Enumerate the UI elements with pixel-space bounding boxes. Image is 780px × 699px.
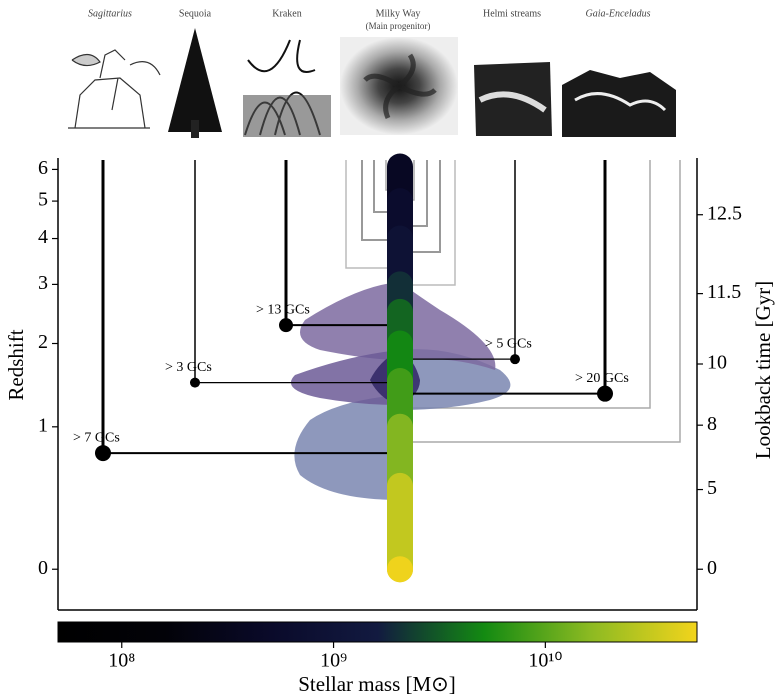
y-axis-label: Redshift xyxy=(4,329,28,400)
y-tick-label: 0 xyxy=(38,557,48,579)
image-subtitle: (Main progenitor) xyxy=(366,21,431,31)
merger-point xyxy=(510,354,520,364)
merger-point xyxy=(190,378,200,388)
plot-area: 0 1 2 3 4 5 6 0 5 8 10 11.5 12.5 > 7 GCs > 3 GCs > 13 G… xyxy=(38,157,742,582)
gaia-enceladus-illustration xyxy=(562,70,676,137)
gc-label: > 3 GCs xyxy=(165,360,212,375)
y-tick-label: 3 xyxy=(38,272,48,294)
y-tick-label: 1 xyxy=(38,414,48,436)
merger-point xyxy=(95,445,111,461)
x-tick-label: 10⁹ xyxy=(320,650,347,672)
illustrations xyxy=(68,28,676,138)
y2-tick-label: 11.5 xyxy=(707,281,741,303)
y-tick-label: 6 xyxy=(38,157,48,179)
y2-tick-label: 8 xyxy=(707,413,717,435)
image-title: Kraken xyxy=(272,8,301,19)
y-tick-label: 4 xyxy=(38,226,48,248)
gc-label: > 13 GCs xyxy=(256,302,310,317)
image-title: Milky Way xyxy=(376,8,421,19)
y2-tick-label: 12.5 xyxy=(707,202,742,224)
kraken-illustration xyxy=(243,40,331,137)
y2-tick-label: 5 xyxy=(707,477,717,499)
x-tick-label: 10⁸ xyxy=(108,650,135,672)
figure: Sagittarius Sequoia Kraken Milky Way (Ma… xyxy=(0,0,780,699)
image-title: Gaia-Enceladus xyxy=(586,8,651,19)
y-tick-label: 2 xyxy=(38,331,48,353)
sequoia-illustration xyxy=(168,28,222,138)
gc-label: > 20 GCs xyxy=(575,371,629,386)
image-title: Sagittarius xyxy=(88,8,132,19)
image-title: Sequoia xyxy=(179,8,212,19)
x-tick-label: 10¹⁰ xyxy=(528,650,562,672)
milky-way-illustration xyxy=(340,37,458,135)
merger-point xyxy=(279,318,293,332)
gc-label: > 5 GCs xyxy=(485,336,532,351)
main-branch-end xyxy=(387,556,413,582)
y2-axis-label: Lookback time [Gyr] xyxy=(751,281,775,459)
x-axis-label: Stellar mass [M⊙] xyxy=(298,672,456,696)
gc-label: > 7 GCs xyxy=(73,430,120,445)
y2-tick-label: 10 xyxy=(707,352,727,374)
y2-tick-label: 0 xyxy=(707,557,717,579)
y-tick-label: 5 xyxy=(38,189,48,211)
image-title: Helmi streams xyxy=(483,8,541,19)
sagittarius-illustration xyxy=(68,50,160,128)
colorbar xyxy=(58,622,697,642)
helmi-illustration xyxy=(474,62,552,136)
merger-point xyxy=(597,386,613,402)
